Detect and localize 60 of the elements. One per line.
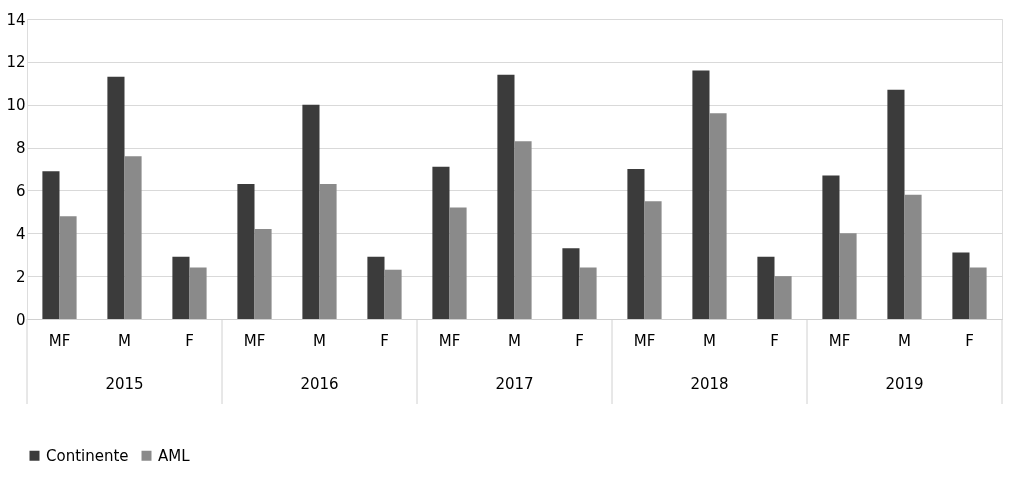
text: 2016	[300, 375, 339, 393]
bar	[627, 169, 645, 319]
text: 2019	[885, 375, 924, 393]
legend-label: AML	[158, 446, 191, 465]
x-tick-label: M	[898, 331, 911, 350]
bar	[367, 256, 385, 319]
y-tick-label: 8	[15, 139, 26, 158]
y-tick-label: 2	[15, 267, 26, 286]
bar	[562, 248, 580, 319]
x-tick-label: F	[380, 331, 389, 350]
y-tick-label: 4	[15, 224, 26, 243]
bar	[822, 175, 840, 319]
bar	[904, 194, 922, 319]
bar	[887, 89, 905, 319]
x-tick-label: MF	[243, 331, 266, 350]
x-tick-label: F	[185, 331, 194, 350]
bar	[969, 267, 987, 319]
y-tick-label: 0	[15, 310, 26, 329]
bar	[59, 216, 77, 319]
bar	[237, 184, 255, 319]
text: 2018	[690, 375, 729, 393]
bar	[952, 252, 970, 319]
x-tick-label: F	[965, 331, 974, 350]
bar	[432, 166, 450, 319]
text: 2015	[105, 375, 144, 393]
x-tick-label: M	[508, 331, 521, 350]
bar	[254, 229, 272, 319]
bar	[384, 269, 402, 319]
x-tick-label: MF	[438, 331, 461, 350]
x-tick-label: MF	[633, 331, 656, 350]
bar	[709, 113, 727, 319]
bar	[839, 233, 857, 319]
bar	[319, 184, 337, 319]
bar	[449, 207, 467, 319]
bar	[757, 256, 775, 319]
bar	[774, 276, 792, 319]
bar	[42, 171, 60, 319]
y-tick-label: 12	[6, 53, 26, 72]
x-tick-label: MF	[828, 331, 851, 350]
x-tick-label: F	[770, 331, 779, 350]
bar	[644, 201, 662, 319]
x-tick-label: MF	[48, 331, 71, 350]
y-tick-label: 6	[15, 181, 26, 200]
x-tick-label: M	[118, 331, 131, 350]
bar	[189, 267, 207, 319]
legend-label: Continente	[46, 446, 129, 465]
y-tick-label: 10	[6, 96, 26, 115]
bar	[692, 70, 710, 319]
x-tick-label: M	[703, 331, 716, 350]
bar	[514, 141, 532, 319]
x-tick-label: M	[313, 331, 326, 350]
bar	[124, 156, 142, 319]
bar	[497, 74, 515, 319]
bar	[172, 256, 190, 319]
bar	[302, 104, 320, 319]
bar	[579, 267, 597, 319]
y-tick-label: 14	[6, 10, 26, 29]
x-tick-label: F	[575, 331, 584, 350]
bar	[107, 76, 125, 319]
text: 2017	[495, 375, 534, 393]
